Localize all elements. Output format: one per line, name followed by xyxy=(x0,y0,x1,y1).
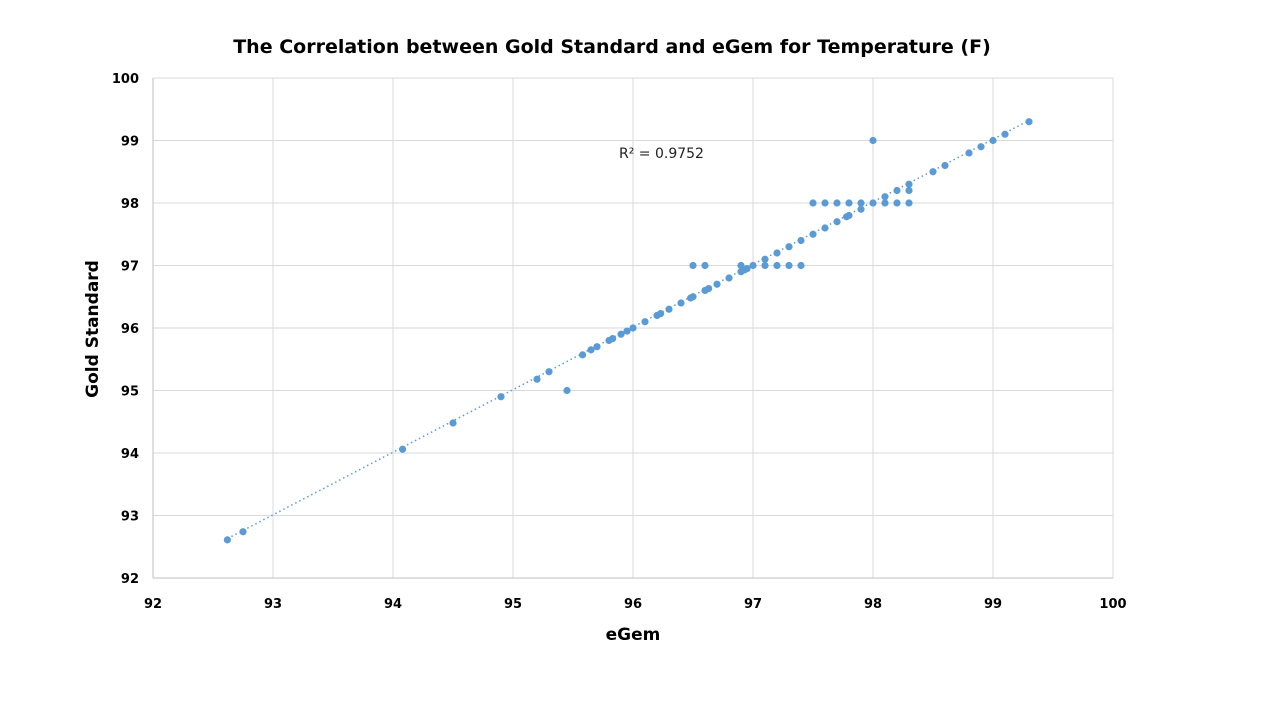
data-point xyxy=(905,199,913,207)
x-tick-label: 96 xyxy=(624,597,642,612)
data-point xyxy=(869,199,877,207)
data-point xyxy=(677,299,685,307)
data-point xyxy=(239,528,247,536)
data-point xyxy=(797,261,805,270)
data-point xyxy=(809,230,817,238)
x-tick-label: 98 xyxy=(864,597,882,612)
y-tick-label: 98 xyxy=(121,197,139,212)
data-point xyxy=(689,261,697,270)
x-tick-label: 95 xyxy=(504,597,522,612)
y-tick-labels: 92 93 94 95 96 97 98 99 100 xyxy=(112,72,139,587)
data-point xyxy=(761,255,769,263)
axes xyxy=(152,78,1113,579)
data-point xyxy=(701,261,709,270)
data-point xyxy=(905,186,913,195)
data-point xyxy=(893,199,901,207)
data-point xyxy=(399,445,407,453)
chart-title: The Correlation between Gold Standard an… xyxy=(233,36,991,58)
data-point xyxy=(965,149,973,157)
r-squared-annotation: R² = 0.9752 xyxy=(619,146,704,162)
data-point xyxy=(821,224,829,232)
data-point xyxy=(785,261,793,270)
data-point xyxy=(689,293,697,301)
data-point xyxy=(629,324,637,332)
data-point xyxy=(809,199,817,207)
data-point xyxy=(533,375,541,383)
data-point xyxy=(743,265,751,273)
y-axis-label: Gold Standard xyxy=(83,260,103,398)
data-point xyxy=(545,368,553,376)
x-tick-label: 97 xyxy=(744,597,762,612)
data-point xyxy=(593,343,601,351)
x-tick-label: 99 xyxy=(984,597,1002,612)
data-point xyxy=(749,261,757,270)
data-point xyxy=(623,327,631,335)
x-tick-label: 100 xyxy=(1099,597,1126,612)
data-point xyxy=(587,346,595,354)
data-point xyxy=(869,136,877,145)
x-tick-label: 92 xyxy=(144,597,162,612)
data-point xyxy=(941,161,949,170)
data-point xyxy=(845,199,853,207)
data-point xyxy=(449,419,457,427)
data-point xyxy=(785,243,793,251)
data-point xyxy=(609,335,617,343)
y-tick-label: 97 xyxy=(121,260,139,275)
data-point xyxy=(737,261,745,270)
data-point xyxy=(797,236,805,245)
data-point xyxy=(773,261,781,270)
x-tick-label: 94 xyxy=(384,597,402,612)
data-points xyxy=(223,118,1033,544)
y-tick-label: 96 xyxy=(121,322,139,337)
grid-lines xyxy=(153,77,1114,578)
y-tick-label: 93 xyxy=(121,510,139,525)
data-point xyxy=(845,211,853,220)
data-point xyxy=(881,193,889,201)
data-point xyxy=(725,274,733,282)
x-tick-labels: 92 93 94 95 96 97 98 99 100 xyxy=(144,597,1127,612)
data-point xyxy=(641,318,649,326)
data-point xyxy=(617,330,625,338)
y-tick-label: 92 xyxy=(121,572,139,587)
data-point xyxy=(657,310,665,318)
data-point xyxy=(929,168,937,176)
data-point xyxy=(905,180,913,188)
data-point xyxy=(857,205,865,213)
y-tick-label: 94 xyxy=(121,447,139,462)
data-point xyxy=(833,218,841,226)
data-point xyxy=(1001,130,1009,138)
data-point xyxy=(773,249,781,257)
y-tick-label: 95 xyxy=(121,385,139,400)
data-point xyxy=(665,305,673,313)
data-point xyxy=(833,199,841,207)
data-point xyxy=(563,386,571,395)
data-point xyxy=(857,199,865,207)
data-point xyxy=(223,536,231,544)
data-point xyxy=(977,143,985,151)
data-point xyxy=(893,186,901,195)
data-point xyxy=(761,261,769,270)
y-tick-label: 100 xyxy=(112,72,139,87)
y-tick-label: 99 xyxy=(121,135,139,150)
data-point xyxy=(881,199,889,207)
data-point xyxy=(1025,118,1033,126)
data-point xyxy=(989,136,997,145)
data-point xyxy=(497,393,505,401)
x-tick-label: 93 xyxy=(264,597,282,612)
x-axis-label: eGem xyxy=(606,625,661,645)
data-point xyxy=(579,351,587,359)
data-point xyxy=(705,285,713,293)
data-point xyxy=(821,199,829,207)
data-point xyxy=(713,280,721,288)
